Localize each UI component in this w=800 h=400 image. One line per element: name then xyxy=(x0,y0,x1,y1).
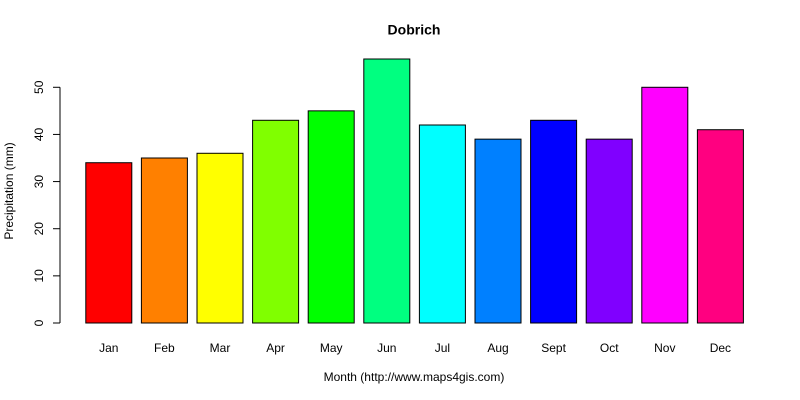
bar xyxy=(585,138,633,324)
bar xyxy=(140,157,188,324)
bar xyxy=(363,58,411,324)
x-tick-label: Dec xyxy=(710,341,731,355)
bar xyxy=(85,162,133,324)
y-axis-label: Precipitation (mm) xyxy=(2,142,16,239)
bar xyxy=(530,119,578,324)
x-tick-label: Jul xyxy=(435,341,450,355)
x-tick-label: Apr xyxy=(266,341,285,355)
x-tick-label: Jun xyxy=(377,341,396,355)
bar xyxy=(641,86,689,324)
x-tick-label: Mar xyxy=(210,341,231,355)
y-tick-label: 30 xyxy=(32,175,46,189)
bar xyxy=(418,124,466,324)
bar xyxy=(474,138,522,324)
bar xyxy=(196,152,244,324)
y-tick-label: 20 xyxy=(32,222,46,236)
x-tick-label: Jan xyxy=(99,341,118,355)
x-tick-label: Nov xyxy=(654,341,675,355)
x-tick-label: Feb xyxy=(154,341,175,355)
bar xyxy=(252,119,300,324)
chart-title: Dobrich xyxy=(388,22,441,38)
x-tick-label: Sept xyxy=(541,341,566,355)
x-tick-label: Oct xyxy=(600,341,619,355)
x-tick-label: May xyxy=(320,341,343,355)
x-axis-label: Month (http://www.maps4gis.com) xyxy=(324,370,505,384)
x-tick-label: Aug xyxy=(487,341,508,355)
bar xyxy=(696,129,744,324)
y-tick-label: 0 xyxy=(32,319,46,326)
y-tick-label: 10 xyxy=(32,269,46,283)
y-tick-label: 40 xyxy=(32,127,46,141)
bar xyxy=(307,110,355,324)
y-tick-label: 50 xyxy=(32,80,46,94)
